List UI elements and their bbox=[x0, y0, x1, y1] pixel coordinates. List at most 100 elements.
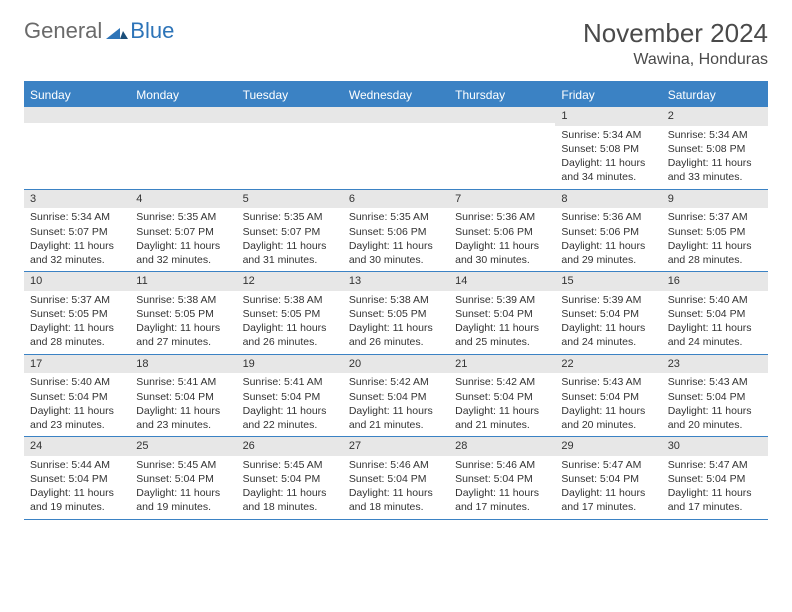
day-body: Sunrise: 5:35 AMSunset: 5:07 PMDaylight:… bbox=[130, 208, 236, 271]
day-line: Sunrise: 5:34 AM bbox=[668, 128, 762, 142]
day-cell: 4Sunrise: 5:35 AMSunset: 5:07 PMDaylight… bbox=[130, 190, 236, 272]
day-number: 11 bbox=[130, 272, 236, 291]
day-number bbox=[130, 107, 236, 123]
day-cell: 30Sunrise: 5:47 AMSunset: 5:04 PMDayligh… bbox=[662, 437, 768, 519]
day-body: Sunrise: 5:46 AMSunset: 5:04 PMDaylight:… bbox=[343, 456, 449, 519]
day-cell: 13Sunrise: 5:38 AMSunset: 5:05 PMDayligh… bbox=[343, 272, 449, 354]
day-line: Sunset: 5:06 PM bbox=[455, 225, 549, 239]
day-line: Daylight: 11 hours and 22 minutes. bbox=[243, 404, 337, 432]
day-body: Sunrise: 5:36 AMSunset: 5:06 PMDaylight:… bbox=[449, 208, 555, 271]
day-cell bbox=[24, 107, 130, 189]
day-line: Sunset: 5:04 PM bbox=[30, 472, 124, 486]
day-body: Sunrise: 5:39 AMSunset: 5:04 PMDaylight:… bbox=[555, 291, 661, 354]
day-line: Sunset: 5:04 PM bbox=[243, 390, 337, 404]
day-cell bbox=[449, 107, 555, 189]
day-number: 27 bbox=[343, 437, 449, 456]
dow-cell: Thursday bbox=[449, 83, 555, 107]
day-line: Daylight: 11 hours and 30 minutes. bbox=[349, 239, 443, 267]
logo-text-blue: Blue bbox=[130, 18, 174, 44]
day-cell: 28Sunrise: 5:46 AMSunset: 5:04 PMDayligh… bbox=[449, 437, 555, 519]
day-line: Sunset: 5:04 PM bbox=[561, 307, 655, 321]
day-number: 25 bbox=[130, 437, 236, 456]
day-number: 16 bbox=[662, 272, 768, 291]
day-line: Sunset: 5:06 PM bbox=[349, 225, 443, 239]
day-body bbox=[449, 123, 555, 129]
day-line: Sunset: 5:05 PM bbox=[349, 307, 443, 321]
day-number: 21 bbox=[449, 355, 555, 374]
day-number: 4 bbox=[130, 190, 236, 209]
day-number: 15 bbox=[555, 272, 661, 291]
day-number: 9 bbox=[662, 190, 768, 209]
week-row: 3Sunrise: 5:34 AMSunset: 5:07 PMDaylight… bbox=[24, 190, 768, 273]
day-cell: 17Sunrise: 5:40 AMSunset: 5:04 PMDayligh… bbox=[24, 355, 130, 437]
day-line: Sunset: 5:05 PM bbox=[136, 307, 230, 321]
day-body bbox=[237, 123, 343, 129]
day-number: 10 bbox=[24, 272, 130, 291]
day-line: Daylight: 11 hours and 21 minutes. bbox=[349, 404, 443, 432]
day-line: Daylight: 11 hours and 17 minutes. bbox=[561, 486, 655, 514]
day-line: Daylight: 11 hours and 34 minutes. bbox=[561, 156, 655, 184]
day-line: Daylight: 11 hours and 25 minutes. bbox=[455, 321, 549, 349]
day-cell: 26Sunrise: 5:45 AMSunset: 5:04 PMDayligh… bbox=[237, 437, 343, 519]
day-body: Sunrise: 5:47 AMSunset: 5:04 PMDaylight:… bbox=[662, 456, 768, 519]
day-body: Sunrise: 5:38 AMSunset: 5:05 PMDaylight:… bbox=[237, 291, 343, 354]
day-line: Sunrise: 5:38 AM bbox=[349, 293, 443, 307]
day-line: Sunrise: 5:45 AM bbox=[136, 458, 230, 472]
day-number: 5 bbox=[237, 190, 343, 209]
day-line: Daylight: 11 hours and 33 minutes. bbox=[668, 156, 762, 184]
day-cell: 8Sunrise: 5:36 AMSunset: 5:06 PMDaylight… bbox=[555, 190, 661, 272]
day-line: Sunrise: 5:40 AM bbox=[668, 293, 762, 307]
day-body: Sunrise: 5:34 AMSunset: 5:08 PMDaylight:… bbox=[662, 126, 768, 189]
day-body: Sunrise: 5:42 AMSunset: 5:04 PMDaylight:… bbox=[343, 373, 449, 436]
day-line: Daylight: 11 hours and 20 minutes. bbox=[668, 404, 762, 432]
day-body: Sunrise: 5:43 AMSunset: 5:04 PMDaylight:… bbox=[555, 373, 661, 436]
calendar-grid: SundayMondayTuesdayWednesdayThursdayFrid… bbox=[24, 81, 768, 520]
day-line: Sunrise: 5:38 AM bbox=[136, 293, 230, 307]
day-line: Sunset: 5:04 PM bbox=[561, 472, 655, 486]
day-body: Sunrise: 5:35 AMSunset: 5:07 PMDaylight:… bbox=[237, 208, 343, 271]
day-line: Sunrise: 5:46 AM bbox=[455, 458, 549, 472]
day-body: Sunrise: 5:45 AMSunset: 5:04 PMDaylight:… bbox=[237, 456, 343, 519]
day-of-week-row: SundayMondayTuesdayWednesdayThursdayFrid… bbox=[24, 83, 768, 107]
day-cell: 11Sunrise: 5:38 AMSunset: 5:05 PMDayligh… bbox=[130, 272, 236, 354]
day-body: Sunrise: 5:42 AMSunset: 5:04 PMDaylight:… bbox=[449, 373, 555, 436]
day-line: Daylight: 11 hours and 19 minutes. bbox=[30, 486, 124, 514]
day-line: Sunrise: 5:38 AM bbox=[243, 293, 337, 307]
day-cell: 24Sunrise: 5:44 AMSunset: 5:04 PMDayligh… bbox=[24, 437, 130, 519]
day-line: Sunset: 5:04 PM bbox=[349, 472, 443, 486]
day-line: Sunset: 5:04 PM bbox=[668, 390, 762, 404]
title-block: November 2024 Wawina, Honduras bbox=[583, 18, 768, 69]
day-number: 26 bbox=[237, 437, 343, 456]
day-line: Sunrise: 5:40 AM bbox=[30, 375, 124, 389]
day-body: Sunrise: 5:39 AMSunset: 5:04 PMDaylight:… bbox=[449, 291, 555, 354]
dow-cell: Monday bbox=[130, 83, 236, 107]
day-number: 1 bbox=[555, 107, 661, 126]
day-line: Daylight: 11 hours and 24 minutes. bbox=[561, 321, 655, 349]
day-line: Sunset: 5:07 PM bbox=[136, 225, 230, 239]
day-body: Sunrise: 5:36 AMSunset: 5:06 PMDaylight:… bbox=[555, 208, 661, 271]
day-cell: 21Sunrise: 5:42 AMSunset: 5:04 PMDayligh… bbox=[449, 355, 555, 437]
day-line: Sunset: 5:04 PM bbox=[243, 472, 337, 486]
day-body: Sunrise: 5:46 AMSunset: 5:04 PMDaylight:… bbox=[449, 456, 555, 519]
day-line: Sunset: 5:04 PM bbox=[455, 472, 549, 486]
day-line: Daylight: 11 hours and 20 minutes. bbox=[561, 404, 655, 432]
day-number: 23 bbox=[662, 355, 768, 374]
day-number: 28 bbox=[449, 437, 555, 456]
day-cell: 5Sunrise: 5:35 AMSunset: 5:07 PMDaylight… bbox=[237, 190, 343, 272]
day-number: 6 bbox=[343, 190, 449, 209]
day-cell: 9Sunrise: 5:37 AMSunset: 5:05 PMDaylight… bbox=[662, 190, 768, 272]
day-line: Sunrise: 5:36 AM bbox=[455, 210, 549, 224]
day-line: Sunset: 5:04 PM bbox=[136, 472, 230, 486]
week-row: 1Sunrise: 5:34 AMSunset: 5:08 PMDaylight… bbox=[24, 107, 768, 190]
day-cell: 10Sunrise: 5:37 AMSunset: 5:05 PMDayligh… bbox=[24, 272, 130, 354]
day-cell: 16Sunrise: 5:40 AMSunset: 5:04 PMDayligh… bbox=[662, 272, 768, 354]
dow-cell: Sunday bbox=[24, 83, 130, 107]
day-body: Sunrise: 5:40 AMSunset: 5:04 PMDaylight:… bbox=[24, 373, 130, 436]
day-line: Daylight: 11 hours and 21 minutes. bbox=[455, 404, 549, 432]
day-body: Sunrise: 5:41 AMSunset: 5:04 PMDaylight:… bbox=[130, 373, 236, 436]
day-line: Sunrise: 5:36 AM bbox=[561, 210, 655, 224]
day-line: Sunrise: 5:35 AM bbox=[349, 210, 443, 224]
day-number: 30 bbox=[662, 437, 768, 456]
day-line: Sunrise: 5:37 AM bbox=[668, 210, 762, 224]
day-line: Daylight: 11 hours and 17 minutes. bbox=[455, 486, 549, 514]
